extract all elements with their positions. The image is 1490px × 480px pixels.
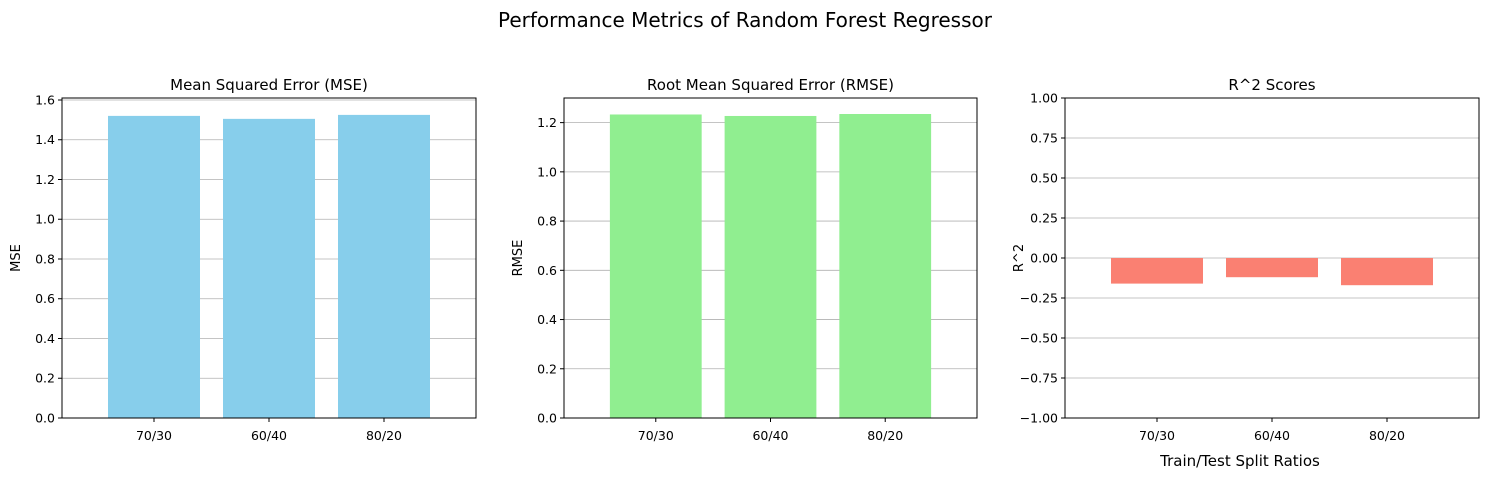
y-tick-label-2-4: 0.00 — [1030, 251, 1058, 266]
y-tick-label-0-4: 0.8 — [35, 251, 55, 266]
y-tick-label-2-6: 0.50 — [1030, 171, 1058, 186]
x-tick-label-0-1: 60/40 — [251, 428, 287, 443]
figure-x-axis-label: Train/Test Split Ratios — [1160, 452, 1320, 470]
bar-0-70/30 — [108, 115, 200, 419]
x-tick-label-0-0: 70/30 — [136, 428, 172, 443]
y-tick-label-1-2: 0.4 — [537, 312, 557, 327]
x-tick-label-2-1: 60/40 — [1254, 428, 1290, 443]
bar-0-60/40 — [223, 118, 315, 418]
subplot-title-2: R^2 Scores — [1228, 76, 1315, 94]
y-tick-label-2-0: −1.00 — [1020, 411, 1058, 426]
bar-2-70/30 — [1111, 258, 1203, 284]
y-tick-label-0-0: 0.0 — [35, 411, 55, 426]
y-tick-label-1-4: 0.8 — [537, 214, 557, 229]
y-tick-label-1-1: 0.2 — [537, 361, 557, 376]
subplot-title-0: Mean Squared Error (MSE) — [170, 76, 368, 94]
bar-1-80/20 — [839, 114, 932, 418]
bar-0-80/20 — [338, 114, 430, 418]
y-tick-label-0-3: 0.6 — [35, 291, 55, 306]
y-tick-label-0-5: 1.0 — [35, 212, 55, 227]
y-tick-label-2-1: −0.75 — [1020, 371, 1058, 386]
bar-2-60/40 — [1226, 258, 1318, 278]
y-axis-label-1: RMSE — [511, 240, 526, 277]
y-tick-label-1-6: 1.2 — [537, 115, 557, 130]
y-axis-label-0: MSE — [9, 244, 24, 272]
y-tick-label-0-1: 0.2 — [35, 371, 55, 386]
y-tick-label-2-7: 0.75 — [1030, 131, 1058, 146]
bar-1-70/30 — [609, 114, 702, 418]
y-tick-label-1-0: 0.0 — [537, 411, 557, 426]
y-tick-label-0-2: 0.4 — [35, 331, 55, 346]
y-tick-label-2-2: −0.50 — [1020, 331, 1058, 346]
y-tick-label-2-5: 0.25 — [1030, 211, 1058, 226]
x-tick-label-1-0: 70/30 — [638, 428, 674, 443]
y-tick-label-2-3: −0.25 — [1020, 291, 1058, 306]
bar-2-80/20 — [1341, 258, 1433, 286]
y-tick-label-0-7: 1.4 — [35, 132, 55, 147]
y-tick-label-2-8: 1.00 — [1030, 91, 1058, 106]
x-tick-label-1-2: 80/20 — [867, 428, 903, 443]
figure-title: Performance Metrics of Random Forest Reg… — [498, 8, 992, 32]
y-tick-label-1-3: 0.6 — [537, 263, 557, 278]
y-axis-label-2: R^2 — [1012, 244, 1027, 272]
y-tick-label-0-6: 1.2 — [35, 172, 55, 187]
x-tick-label-1-1: 60/40 — [752, 428, 788, 443]
x-tick-label-2-2: 80/20 — [1369, 428, 1405, 443]
x-tick-label-0-2: 80/20 — [366, 428, 402, 443]
x-tick-label-2-0: 70/30 — [1139, 428, 1175, 443]
subplot-title-1: Root Mean Squared Error (RMSE) — [647, 76, 894, 94]
y-tick-label-1-5: 1.0 — [537, 164, 557, 179]
y-tick-label-0-8: 1.6 — [35, 92, 55, 107]
bar-1-60/40 — [724, 115, 817, 418]
